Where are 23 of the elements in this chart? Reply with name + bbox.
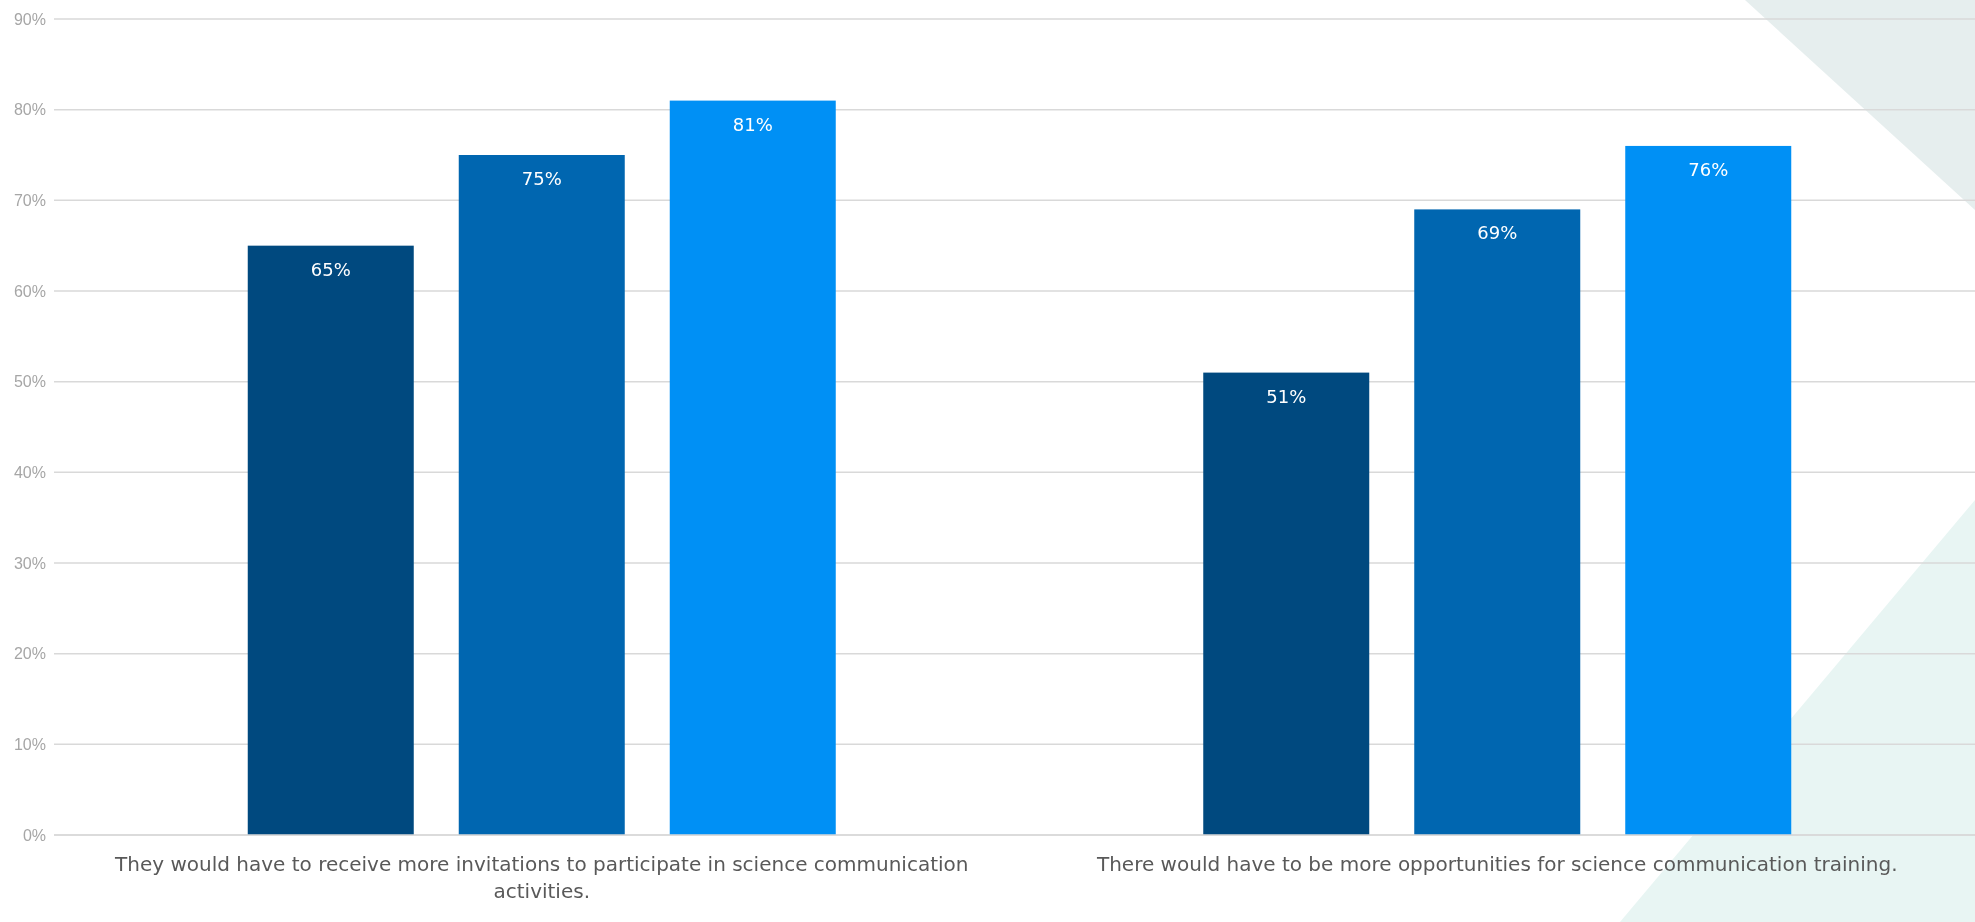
y-tick-label: 70% [13, 191, 46, 209]
bar [669, 100, 836, 835]
data-label: 75% [521, 168, 562, 189]
data-label: 51% [1266, 385, 1307, 407]
y-tick-label: 60% [13, 282, 46, 300]
data-label: 81% [732, 113, 773, 135]
data-label: 76% [1688, 158, 1729, 180]
y-tick-label: 40% [13, 463, 46, 481]
data-label: 65% [310, 258, 351, 280]
data-label: 69% [1477, 222, 1518, 244]
y-tick-label: 20% [13, 645, 46, 663]
y-tick-label: 30% [13, 554, 46, 572]
bar [1414, 209, 1581, 835]
x-tick-label: They would have to receive more invitations to participate in science communication activities. [114, 852, 969, 903]
bar [1203, 372, 1370, 835]
y-tick-label: 0% [22, 826, 46, 844]
bar [458, 155, 625, 835]
bar [247, 245, 414, 835]
y-tick-label: 90% [13, 10, 46, 28]
y-tick-label: 50% [13, 373, 46, 391]
y-tick-label: 80% [13, 101, 46, 119]
x-tick-label: There would have to be more opportunities for science communication training. [1095, 852, 1898, 876]
y-tick-label: 10% [13, 735, 46, 753]
